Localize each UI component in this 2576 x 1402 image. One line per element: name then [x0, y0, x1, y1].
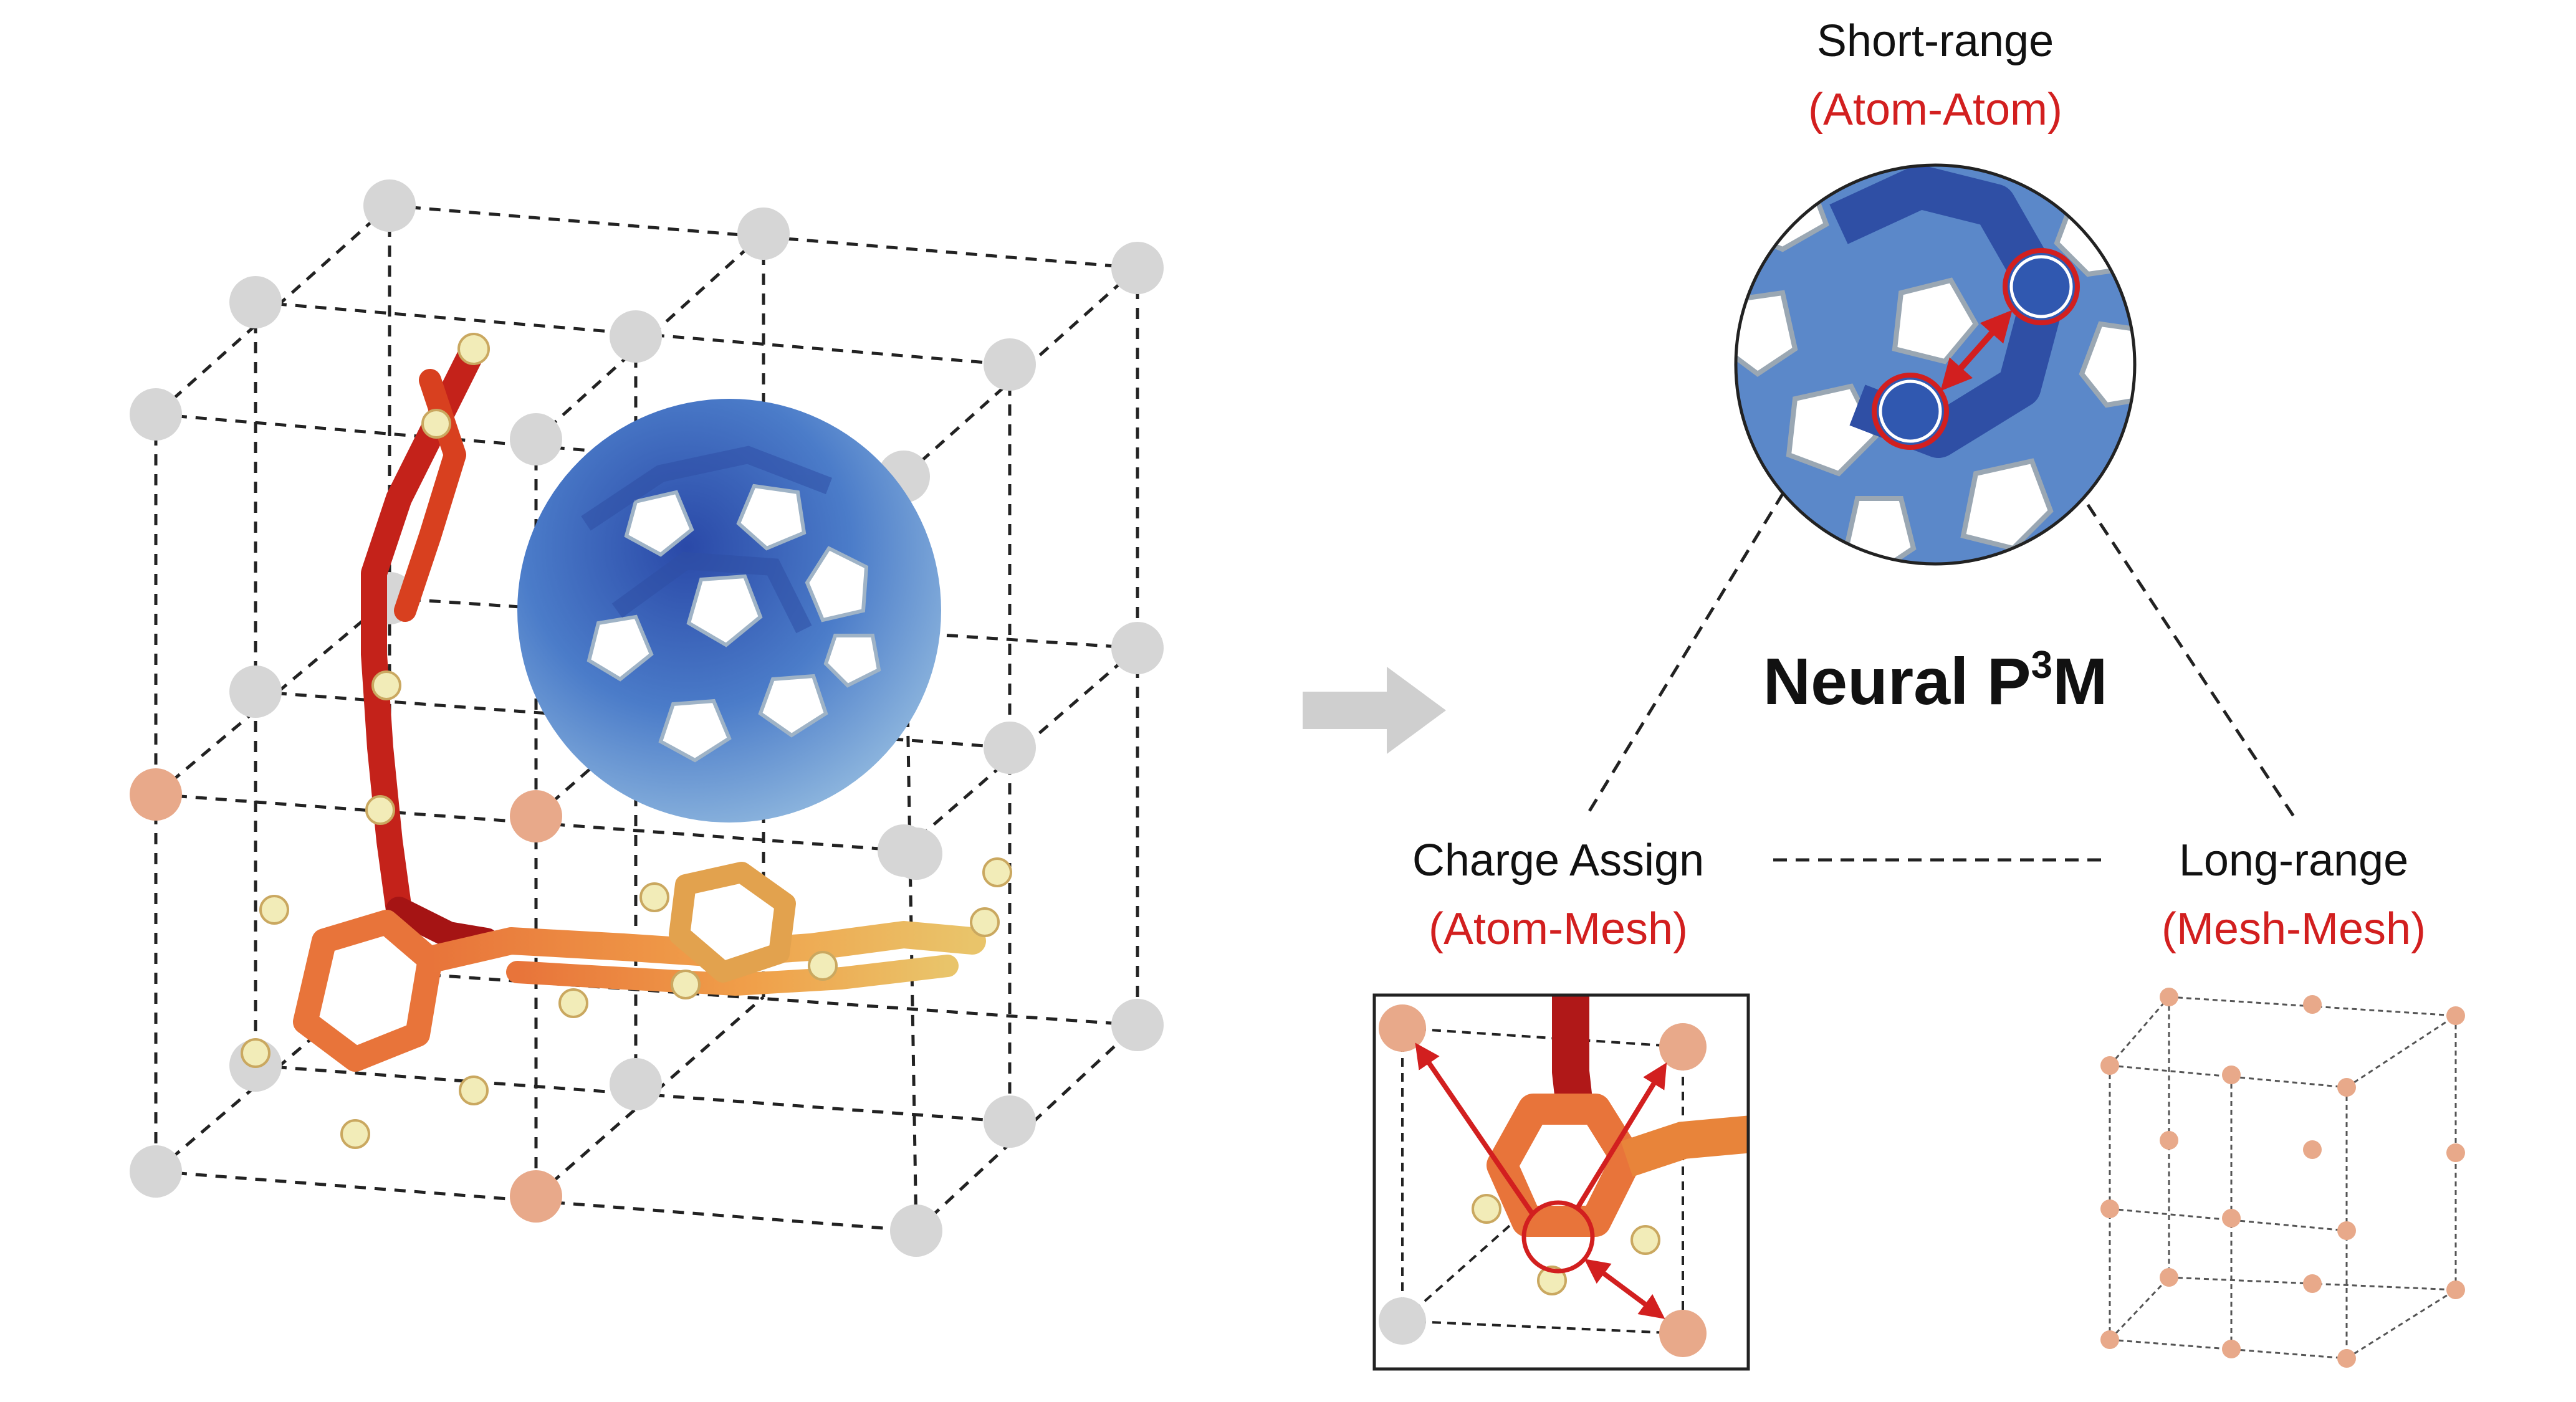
process-arrow — [1303, 667, 1446, 754]
short-range-zoom — [1734, 163, 2137, 566]
long-range-mesh — [2100, 988, 2465, 1368]
triangle-connectors — [1584, 472, 2296, 862]
charge-assign-zoom — [1372, 993, 1750, 1371]
neural-p3m-title: Neural P3M — [1763, 644, 2108, 718]
polymer-molecule — [241, 333, 1012, 1149]
atom-mesh-label: (Atom-Mesh) — [1429, 904, 1688, 954]
charge-assign-label: Charge Assign — [1412, 836, 1704, 885]
mesh-mesh-label: (Mesh-Mesh) — [2162, 904, 2426, 954]
fullerene-molecule — [517, 399, 941, 823]
atom-atom-label: (Atom-Atom) — [1808, 85, 2062, 135]
title-superscript: 3 — [2031, 644, 2052, 687]
long-range-label: Long-range — [2179, 836, 2408, 885]
short-range-label: Short-range — [1817, 16, 2054, 66]
